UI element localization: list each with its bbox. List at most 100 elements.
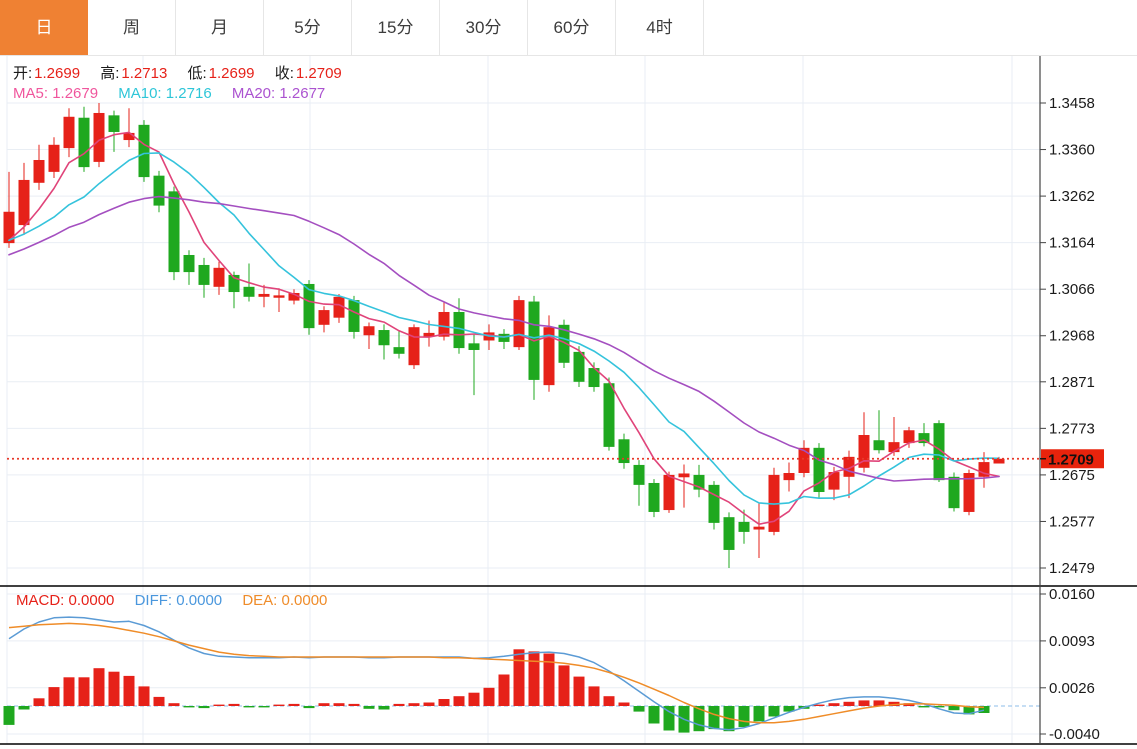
candle-body <box>423 332 435 337</box>
candle-body <box>618 439 630 464</box>
macd-histogram-bar <box>333 703 345 706</box>
macd-axis-label: -0.0040 <box>1049 726 1100 743</box>
macd-histogram-bar <box>738 706 750 727</box>
macd-histogram-bar <box>468 692 480 706</box>
candle-body <box>318 310 330 325</box>
macd-histogram-bar <box>558 665 570 706</box>
tab-15min[interactable]: 15分 <box>352 0 440 55</box>
macd-axis-label: 0.0026 <box>1049 680 1095 697</box>
macd-histogram-bar <box>828 703 840 706</box>
candle-body <box>858 435 870 468</box>
tab-60min[interactable]: 60分 <box>528 0 616 55</box>
price-axis-label: 1.3066 <box>1049 281 1095 298</box>
candle-body <box>18 179 30 226</box>
price-axis-label: 1.2675 <box>1049 467 1095 484</box>
macd-histogram-bar <box>3 706 15 725</box>
candle-body <box>228 274 240 293</box>
tab-month[interactable]: 月 <box>176 0 264 55</box>
macd-histogram-bar <box>873 700 885 706</box>
macd-histogram-bar <box>813 704 825 706</box>
candle-body <box>828 472 840 490</box>
candle-body <box>948 476 960 509</box>
macd-histogram-bar <box>708 706 720 730</box>
macd-histogram-bar <box>693 706 705 732</box>
candle-body <box>708 484 720 523</box>
macd-panel <box>3 616 990 733</box>
axis-labels: 1.3458 1.3360 1.3262 1.3164 1.3066 1.2968 1.28… <box>1040 95 1100 743</box>
candle-body <box>138 124 150 178</box>
macd-histogram-bar <box>288 703 300 706</box>
price-axis-label: 1.3360 <box>1049 142 1095 159</box>
price-axis-label: 1.2479 <box>1049 560 1095 577</box>
candle-body <box>183 254 195 273</box>
candle-body <box>48 144 60 172</box>
candle-body <box>333 296 345 318</box>
candle-body <box>78 117 90 168</box>
macd-histogram-bar <box>843 701 855 706</box>
price-axis-label: 1.2577 <box>1049 513 1095 530</box>
price-axis-label: 1.2871 <box>1049 374 1095 391</box>
candle-body <box>438 311 450 337</box>
macd-histogram-bar <box>618 702 630 706</box>
candle-body <box>93 112 105 162</box>
candle-body <box>123 132 135 141</box>
macd-histogram-bar <box>303 706 315 709</box>
candle-body <box>33 159 45 183</box>
price-axis-label: 1.2968 <box>1049 328 1095 345</box>
macd-histogram-bar <box>168 703 180 706</box>
candle-body <box>108 115 120 132</box>
macd-histogram-bar <box>108 671 120 706</box>
ma20-line <box>8 195 1000 482</box>
candle-body <box>258 293 270 297</box>
tab-day[interactable]: 日 <box>0 0 88 55</box>
macd-histogram-bar <box>603 696 615 706</box>
macd-histogram-bar <box>543 653 555 706</box>
macd-histogram-bar <box>408 703 420 706</box>
candle-body <box>753 526 765 530</box>
candle-body <box>3 211 15 244</box>
candle-body <box>153 175 165 206</box>
diff-line <box>8 616 985 731</box>
tab-week[interactable]: 周 <box>88 0 176 55</box>
macd-histogram-bar <box>228 703 240 706</box>
candle-body <box>648 482 660 512</box>
macd-histogram-bar <box>63 677 75 706</box>
tab-30min[interactable]: 30分 <box>440 0 528 55</box>
ma10-line <box>8 152 1000 505</box>
candle-body <box>678 473 690 478</box>
candle-body <box>663 474 675 511</box>
candle-body <box>453 311 465 349</box>
tab-4hour[interactable]: 4时 <box>616 0 704 55</box>
candle-body <box>468 343 480 350</box>
macd-histogram-bar <box>123 675 135 706</box>
macd-histogram-bar <box>213 704 225 706</box>
candle-body <box>378 330 390 346</box>
candle-body <box>918 433 930 444</box>
candle-body <box>723 517 735 550</box>
candle-body <box>348 300 360 332</box>
macd-histogram-bar <box>258 706 270 708</box>
price-axis-label: 1.3262 <box>1049 188 1095 205</box>
macd-histogram-bar <box>573 676 585 706</box>
macd-histogram-bar <box>768 706 780 717</box>
macd-histogram-bar <box>663 706 675 731</box>
candle-body <box>693 474 705 490</box>
macd-histogram-bar <box>933 706 945 708</box>
candle-body <box>273 295 285 298</box>
macd-histogram-bar <box>528 651 540 706</box>
macd-histogram-bar <box>633 706 645 712</box>
macd-histogram-bar <box>138 686 150 706</box>
macd-histogram-bar <box>588 686 600 706</box>
macd-histogram-bar <box>948 706 960 711</box>
macd-histogram-bar <box>348 703 360 706</box>
candle-body <box>213 267 225 287</box>
candle-body <box>288 292 300 301</box>
candle-body <box>198 264 210 285</box>
macd-histogram-bar <box>318 703 330 706</box>
macd-histogram-bar <box>513 649 525 706</box>
macd-histogram-bar <box>153 696 165 706</box>
tab-5min[interactable]: 5分 <box>264 0 352 55</box>
candle-body <box>168 191 180 273</box>
dea-line <box>8 622 985 724</box>
